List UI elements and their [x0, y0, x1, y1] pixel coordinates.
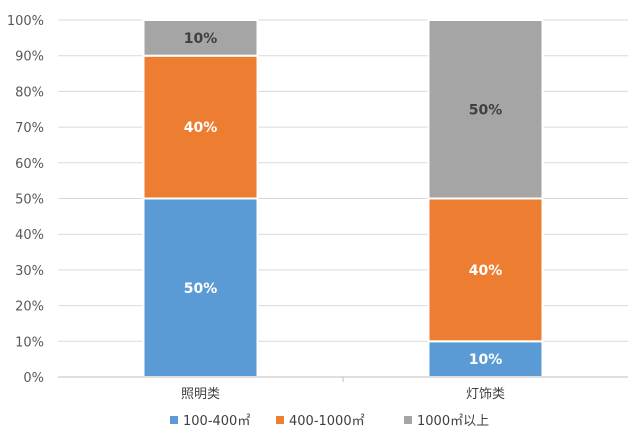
y-tick-label: 0%: [23, 371, 44, 386]
legend: 100-400㎡ 400-1000㎡ 1000㎡以上: [170, 414, 489, 429]
y-axis: 0% 10% 20% 30% 40% 50% 60% 70% 80% 90% 100%: [7, 14, 44, 386]
x-axis: 照明类 灯饰类: [58, 376, 628, 402]
y-tick-label: 100%: [7, 14, 44, 29]
data-label: 10%: [469, 352, 503, 368]
y-tick-label: 30%: [15, 264, 44, 279]
y-tick-label: 50%: [15, 193, 44, 208]
data-label: 50%: [184, 281, 218, 297]
y-tick-label: 90%: [15, 50, 44, 65]
y-tick-label: 20%: [15, 300, 44, 315]
y-tick-label: 70%: [15, 121, 44, 136]
legend-label: 1000㎡以上: [417, 414, 489, 429]
legend-swatch: [170, 416, 178, 424]
data-label: 50%: [469, 102, 503, 118]
bar-segment: [427, 19, 544, 200]
legend-label: 100-400㎡: [183, 414, 250, 429]
y-tick-label: 40%: [15, 228, 44, 243]
legend-label: 400-1000㎡: [289, 414, 365, 429]
x-tick-label: 照明类: [181, 387, 220, 402]
legend-swatch: [404, 416, 412, 424]
bar-segment: [142, 54, 259, 200]
data-label: 10%: [184, 31, 218, 47]
bars: 50% 40% 10% 10% 40% 50%: [142, 19, 544, 378]
data-label: 40%: [469, 263, 503, 279]
bar-segment: [142, 19, 259, 57]
y-tick-label: 60%: [15, 157, 44, 172]
x-tick-label: 灯饰类: [466, 387, 505, 402]
y-tick-label: 80%: [15, 85, 44, 100]
bar-segment: [427, 340, 544, 378]
y-tick-label: 10%: [15, 335, 44, 350]
legend-swatch: [276, 416, 284, 424]
data-label: 40%: [184, 120, 218, 136]
